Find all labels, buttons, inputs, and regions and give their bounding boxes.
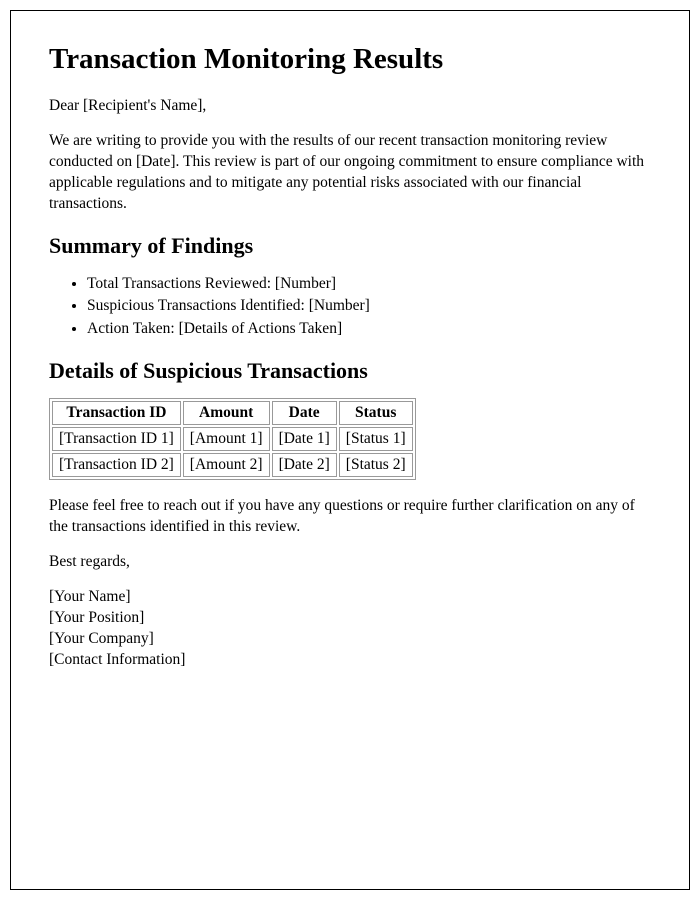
signature-line: [Your Name] [49,587,651,608]
table-cell: [Date 2] [272,453,337,477]
list-item: Action Taken: [Details of Actions Taken] [87,318,651,340]
outro-paragraph: Please feel free to reach out if you hav… [49,496,651,538]
col-header: Date [272,401,337,425]
col-header: Transaction ID [52,401,181,425]
signature-block: [Your Name] [Your Position] [Your Compan… [49,587,651,671]
table-cell: [Status 2] [339,453,413,477]
list-item: Total Transactions Reviewed: [Number] [87,273,651,295]
intro-paragraph: We are writing to provide you with the r… [49,131,651,215]
details-heading: Details of Suspicious Transactions [49,358,651,384]
table-row: [Transaction ID 1] [Amount 1] [Date 1] [… [52,427,413,451]
table-cell: [Transaction ID 2] [52,453,181,477]
page-title: Transaction Monitoring Results [49,43,651,76]
table-cell: [Amount 1] [183,427,270,451]
summary-list: Total Transactions Reviewed: [Number] Su… [87,273,651,340]
signature-line: [Your Position] [49,608,651,629]
table-cell: [Date 1] [272,427,337,451]
table-cell: [Transaction ID 1] [52,427,181,451]
table-header-row: Transaction ID Amount Date Status [52,401,413,425]
salutation: Dear [Recipient's Name], [49,96,651,117]
document-frame: Transaction Monitoring Results Dear [Rec… [10,10,690,890]
list-item: Suspicious Transactions Identified: [Num… [87,295,651,317]
closing: Best regards, [49,552,651,573]
signature-line: [Your Company] [49,629,651,650]
table-row: [Transaction ID 2] [Amount 2] [Date 2] [… [52,453,413,477]
col-header: Amount [183,401,270,425]
col-header: Status [339,401,413,425]
table-cell: [Status 1] [339,427,413,451]
signature-line: [Contact Information] [49,650,651,671]
transactions-table: Transaction ID Amount Date Status [Trans… [49,398,416,480]
table-cell: [Amount 2] [183,453,270,477]
summary-heading: Summary of Findings [49,233,651,259]
